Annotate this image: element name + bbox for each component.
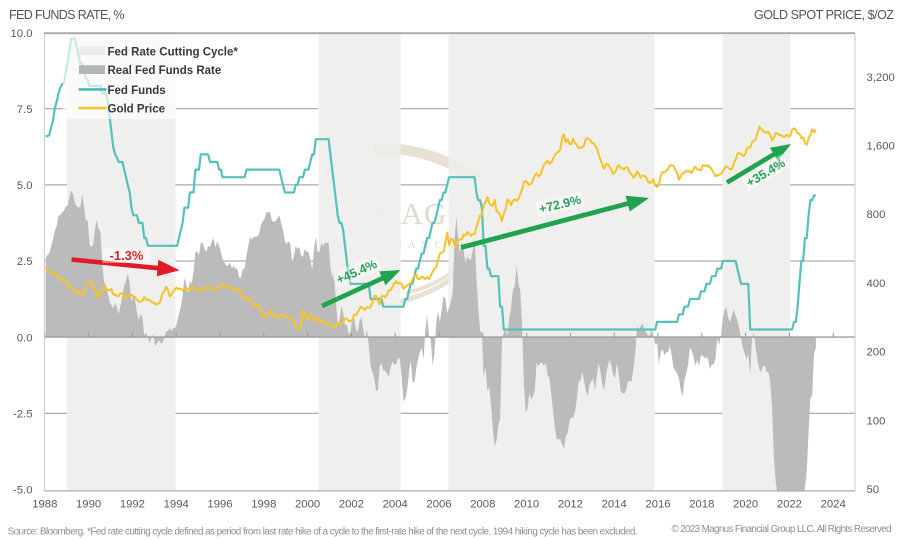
svg-text:2008: 2008 [470,499,495,511]
svg-text:1990: 1990 [76,499,101,511]
svg-text:Fed Rate Cutting Cycle*: Fed Rate Cutting Cycle* [108,46,239,58]
svg-text:2016: 2016 [645,499,670,511]
svg-text:1992: 1992 [120,499,145,511]
svg-text:2024: 2024 [821,499,846,511]
svg-text:Fed Funds: Fed Funds [108,85,166,97]
svg-text:-2.5: -2.5 [13,408,32,420]
svg-text:100: 100 [867,415,886,427]
svg-text:3,200: 3,200 [867,72,895,84]
svg-text:2004: 2004 [383,499,408,511]
svg-text:1988: 1988 [32,499,57,511]
svg-text:0.0: 0.0 [17,332,33,344]
svg-text:2006: 2006 [426,499,451,511]
svg-text:FED FUNDS RATE, %: FED FUNDS RATE, % [9,8,125,22]
svg-text:Real Fed Funds Rate: Real Fed Funds Rate [108,65,222,77]
svg-text:2022: 2022 [777,499,802,511]
svg-text:1996: 1996 [207,499,232,511]
svg-text:2002: 2002 [339,499,364,511]
svg-text:-5.0: -5.0 [13,485,32,497]
svg-text:10.0: 10.0 [11,28,33,40]
svg-text:-1.3%: -1.3% [110,248,144,263]
svg-text:800: 800 [867,209,886,221]
svg-text:50: 50 [867,484,880,496]
svg-text:© 2023 Magnus Financial Group: © 2023 Magnus Financial Group LLC. All R… [672,524,892,535]
svg-text:2.5: 2.5 [17,256,33,268]
svg-text:200: 200 [867,347,886,359]
svg-text:7.5: 7.5 [17,104,33,116]
svg-text:1998: 1998 [251,499,276,511]
svg-text:2020: 2020 [733,499,758,511]
svg-text:400: 400 [867,278,886,290]
svg-text:2014: 2014 [602,499,627,511]
svg-text:Source: Bloomberg. *Fed rate c: Source: Bloomberg. *Fed rate cutting cyc… [8,527,638,538]
svg-text:1994: 1994 [164,499,189,511]
svg-text:2010: 2010 [514,499,539,511]
svg-text:2000: 2000 [295,499,320,511]
svg-text:GOLD SPOT PRICE, $/OZ: GOLD SPOT PRICE, $/OZ [754,8,894,22]
svg-text:5.0: 5.0 [17,180,33,192]
svg-text:2012: 2012 [558,499,583,511]
svg-text:Gold Price: Gold Price [108,104,166,116]
svg-text:1,600: 1,600 [867,141,895,153]
svg-text:2018: 2018 [689,499,714,511]
